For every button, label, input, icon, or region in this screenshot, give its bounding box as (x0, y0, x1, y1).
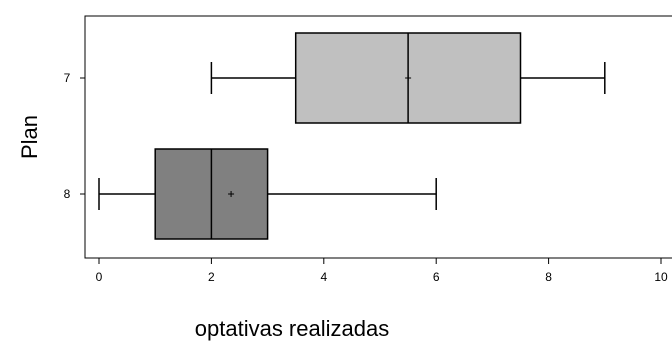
y-axis: 78 (64, 71, 85, 201)
x-tick-label-6: 6 (433, 270, 440, 284)
boxes-layer (98, 32, 606, 240)
x-axis: 0 2 4 6 8 10 (96, 258, 668, 284)
box-plan-7 (210, 32, 606, 124)
box-plan-8 (98, 148, 437, 240)
x-tick-label-4: 4 (320, 270, 327, 284)
x-axis-title: optativas realizadas (195, 316, 389, 341)
y-tick-label-7: 7 (64, 71, 71, 85)
y-axis-title: Plan (17, 115, 42, 159)
y-tick-label-8: 8 (64, 187, 71, 201)
x-tick-label-0: 0 (96, 270, 103, 284)
x-tick-label-10: 10 (654, 270, 668, 284)
x-tick-label-8: 8 (545, 270, 552, 284)
x-tick-label-2: 2 (208, 270, 215, 284)
